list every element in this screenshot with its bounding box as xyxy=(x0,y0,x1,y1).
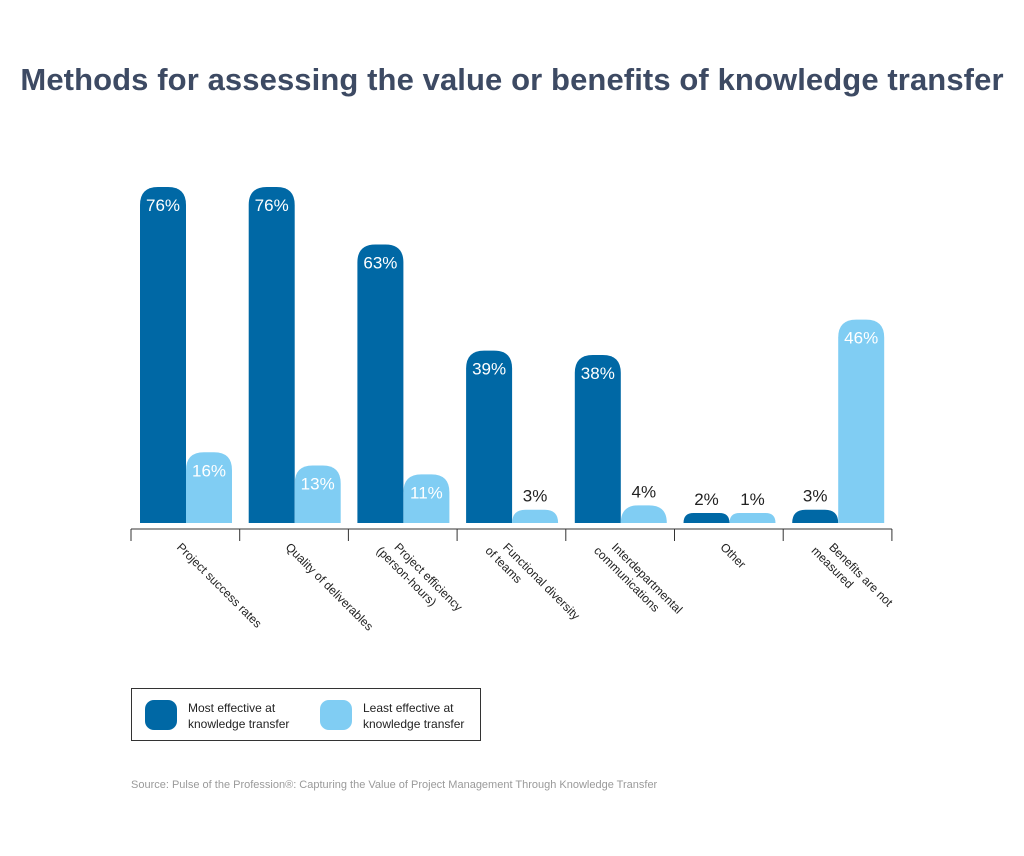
bar-chart: 76% 16% Project success rates 76% 13% Quality… xyxy=(130,187,896,633)
legend-label-least: Least effective at knowledge transfer xyxy=(363,701,465,731)
data-label: 2% xyxy=(694,490,719,509)
bar-least-effective xyxy=(838,319,885,523)
data-label: 63% xyxy=(363,253,397,272)
data-label: 46% xyxy=(844,329,878,348)
bar-least-effective xyxy=(620,505,667,523)
data-label: 13% xyxy=(301,475,335,494)
bar-most-effective xyxy=(574,355,621,523)
bar-most-effective xyxy=(357,244,404,523)
category-label-line: Other xyxy=(718,540,749,571)
data-label: 11% xyxy=(410,483,443,502)
data-label: 76% xyxy=(146,196,180,215)
data-label: 3% xyxy=(523,487,548,506)
data-label: 1% xyxy=(740,490,765,509)
category-label: Other xyxy=(718,540,749,571)
bar-most-effective xyxy=(140,187,186,523)
bar-least-effective xyxy=(512,509,559,523)
data-label: 76% xyxy=(255,196,289,215)
legend-swatch-least xyxy=(320,700,352,730)
data-label: 4% xyxy=(632,482,657,501)
bar-most-effective xyxy=(792,509,839,523)
data-label: 16% xyxy=(192,461,226,480)
data-label: 39% xyxy=(472,360,506,379)
bar-most-effective xyxy=(466,350,513,523)
legend: Most effective at knowledge transfer Lea… xyxy=(131,688,481,741)
category-label-line: Quality of deliverables xyxy=(283,540,376,633)
source-note: Source: Pulse of the Profession®: Captur… xyxy=(131,779,658,791)
bar-least-effective xyxy=(403,474,450,523)
bar-most-effective xyxy=(248,187,295,523)
bar-least-effective xyxy=(186,452,232,523)
data-label: 38% xyxy=(581,364,615,383)
category-label-line: Project success rates xyxy=(174,540,265,631)
data-label: 3% xyxy=(803,487,828,506)
chart-title: Methods for assessing the value or benef… xyxy=(20,62,1004,97)
category-label: Quality of deliverables xyxy=(283,540,376,633)
legend-label-most: Most effective at knowledge transfer xyxy=(188,701,290,731)
bar-least-effective xyxy=(729,513,776,523)
category-label: Project efficiency(person-hours) xyxy=(374,540,466,614)
category-label: Project success rates xyxy=(174,540,265,631)
bar-most-effective xyxy=(683,513,730,523)
bar-least-effective xyxy=(294,465,341,523)
legend-swatch-most xyxy=(145,700,177,730)
